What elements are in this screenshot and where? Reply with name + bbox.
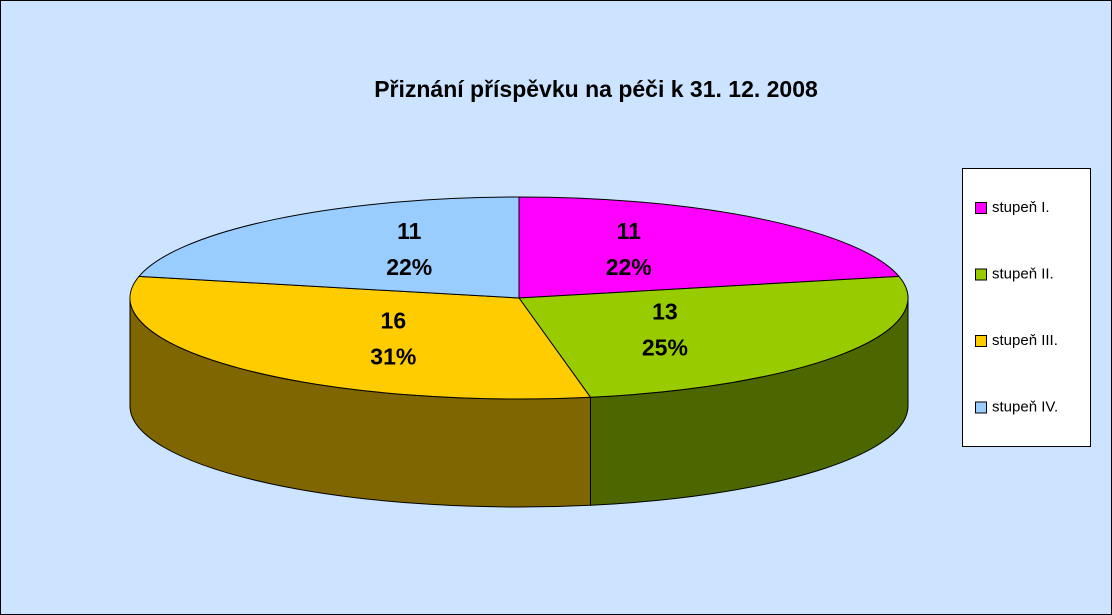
data-label: 22% bbox=[386, 254, 432, 280]
legend-label: stupeň I. bbox=[992, 199, 1050, 216]
chart-title: Přiznání příspěvku na péči k 31. 12. 200… bbox=[374, 76, 818, 102]
data-label: 16 bbox=[381, 307, 407, 333]
legend bbox=[962, 168, 1091, 447]
slice bbox=[518, 275, 909, 398]
data-label: 31% bbox=[370, 343, 416, 369]
legend-swatch bbox=[975, 268, 987, 281]
legend-label: stupeň IV. bbox=[992, 398, 1058, 415]
slice bbox=[129, 275, 592, 400]
data-label: 25% bbox=[642, 335, 688, 361]
legend-swatch bbox=[975, 202, 987, 214]
legend-label: stupeň III. bbox=[992, 332, 1058, 349]
data-label: 22% bbox=[606, 254, 652, 280]
data-label: 11 bbox=[617, 218, 642, 244]
legend-swatch bbox=[975, 335, 987, 347]
legend-swatch bbox=[975, 401, 987, 414]
data-label: 11 bbox=[397, 218, 422, 244]
data-label: 13 bbox=[652, 299, 678, 325]
legend-label: stupeň II. bbox=[992, 265, 1054, 282]
slice bbox=[137, 196, 520, 299]
slice bbox=[518, 196, 901, 299]
